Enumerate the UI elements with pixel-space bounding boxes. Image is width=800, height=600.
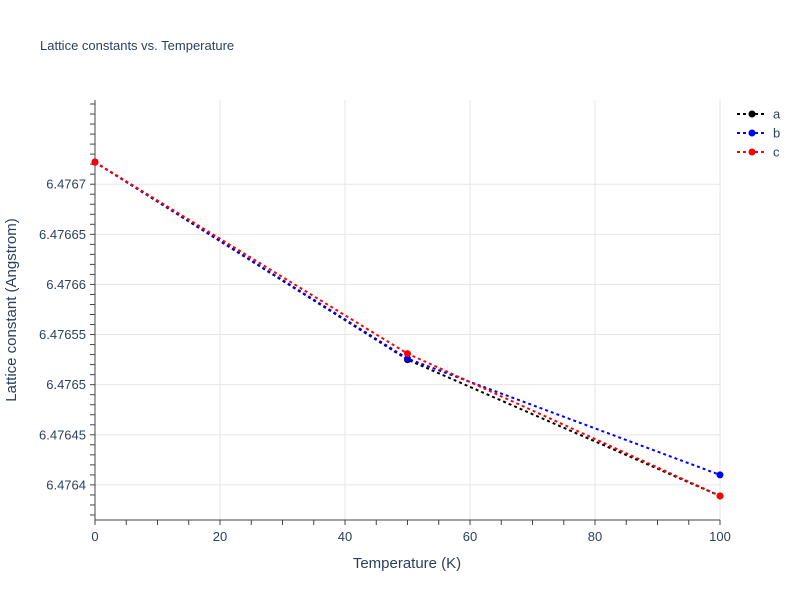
legend-label: c — [773, 145, 780, 160]
data-point-b[interactable] — [404, 355, 411, 363]
y-axis-title: Lattice constant (Angstrom) — [3, 218, 20, 401]
y-tick-label: 6.47655 — [39, 327, 86, 342]
data-point-c[interactable] — [716, 492, 724, 500]
data-point-c[interactable] — [91, 158, 99, 166]
x-axis-title: Temperature (K) — [353, 555, 461, 572]
y-tick-label: 6.4764 — [46, 477, 86, 492]
legend-item-b[interactable]: b — [737, 126, 780, 141]
y-tick-label: 6.47665 — [39, 227, 86, 242]
x-tick-label: 20 — [213, 529, 227, 544]
legend-item-c[interactable]: c — [737, 145, 780, 160]
y-tick-label: 6.4767 — [46, 177, 86, 192]
x-tick-label: 100 — [709, 529, 731, 544]
legend-swatch-marker — [748, 110, 756, 118]
chart-title: Lattice constants vs. Temperature — [40, 38, 234, 53]
x-tick-label: 80 — [588, 529, 602, 544]
x-tick-label: 40 — [338, 529, 352, 544]
legend-label: a — [773, 107, 781, 122]
x-tick-label: 0 — [91, 529, 98, 544]
grid — [95, 100, 721, 520]
data-point-b[interactable] — [716, 471, 724, 479]
legend-swatch-marker — [748, 129, 756, 137]
series-group — [91, 158, 724, 500]
y-tick-label: 6.4766 — [46, 277, 86, 292]
series-c — [91, 158, 724, 500]
legend-label: b — [773, 126, 780, 141]
data-point-c[interactable] — [404, 350, 411, 358]
y-tick-label: 6.4765 — [46, 377, 86, 392]
axes: 0 20 40 60 80 100 6.4764 6.47645 6.4765 6.47655 6.… — [39, 100, 731, 544]
series-line-a — [94, 161, 721, 497]
legend-swatch-marker — [748, 148, 756, 156]
y-tick-label: 6.47645 — [39, 427, 86, 442]
legend[interactable]: abc — [737, 107, 781, 160]
x-tick-label: 60 — [463, 529, 477, 544]
legend-item-a[interactable]: a — [737, 107, 781, 122]
